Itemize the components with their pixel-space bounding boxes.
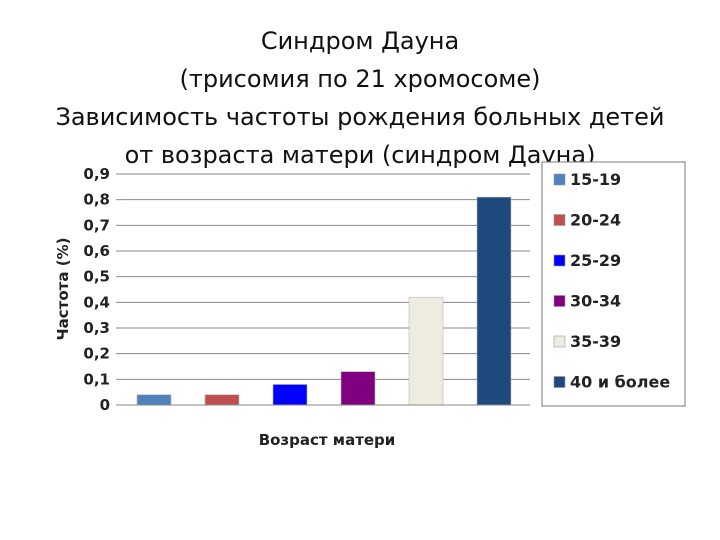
y-axis-ticks: 0 0,1 0,2 0,3 0,4 0,5 0,6 0,7 0,8 0,9: [83, 165, 110, 414]
bar-6: [476, 196, 512, 406]
legend-label-6: 40 и более: [570, 373, 670, 392]
legend-label-4: 30-34: [570, 292, 621, 311]
legend-swatch-1: [553, 173, 566, 186]
legend: 15-19 20-24 25-29 30-34 35-39 40 и более: [541, 161, 686, 407]
y-tick-label: 0,5: [83, 268, 110, 286]
legend-swatch-3: [553, 254, 566, 267]
y-axis-title: Частота (%): [54, 238, 72, 341]
y-tick-label: 0,7: [83, 216, 110, 234]
y-tick-label: 0,1: [83, 370, 110, 388]
bar-5: [408, 296, 444, 406]
bar-4: [340, 371, 376, 406]
y-tick-label: 0,9: [83, 165, 110, 183]
legend-label-1: 15-19: [570, 170, 621, 189]
bar-1: [136, 394, 172, 406]
y-tick-label: 0,8: [83, 191, 110, 209]
legend-box: [541, 161, 686, 407]
bar-3: [272, 384, 308, 406]
legend-swatch-6: [553, 376, 566, 388]
legend-label-3: 25-29: [570, 251, 621, 270]
y-tick-label: 0,6: [83, 242, 110, 260]
y-tick-label: 0,2: [83, 345, 110, 363]
y-tick-label: 0,3: [83, 319, 110, 337]
chart-title: Синдром Дауна (трисомия по 21 хромосоме)…: [0, 22, 720, 174]
legend-swatch-5: [553, 335, 566, 348]
x-axis-title: Возраст матери: [259, 431, 396, 449]
bars: [136, 196, 512, 406]
y-tick-label: 0,4: [83, 293, 110, 311]
legend-label-5: 35-39: [570, 332, 621, 351]
title-line-4: от возраста матери (синдром Дауна): [124, 141, 596, 169]
title-line-3: Зависимость частоты рождения больных дет…: [55, 103, 665, 131]
y-tick-label: 0: [100, 396, 110, 414]
gridlines: [116, 173, 530, 406]
bar-2: [204, 394, 240, 406]
title-line-1: Синдром Дауна: [260, 27, 460, 55]
legend-swatch-4: [553, 295, 566, 307]
legend-swatch-2: [553, 214, 566, 226]
legend-label-2: 20-24: [570, 211, 621, 230]
title-line-2: (трисомия по 21 хромосоме): [179, 65, 541, 93]
